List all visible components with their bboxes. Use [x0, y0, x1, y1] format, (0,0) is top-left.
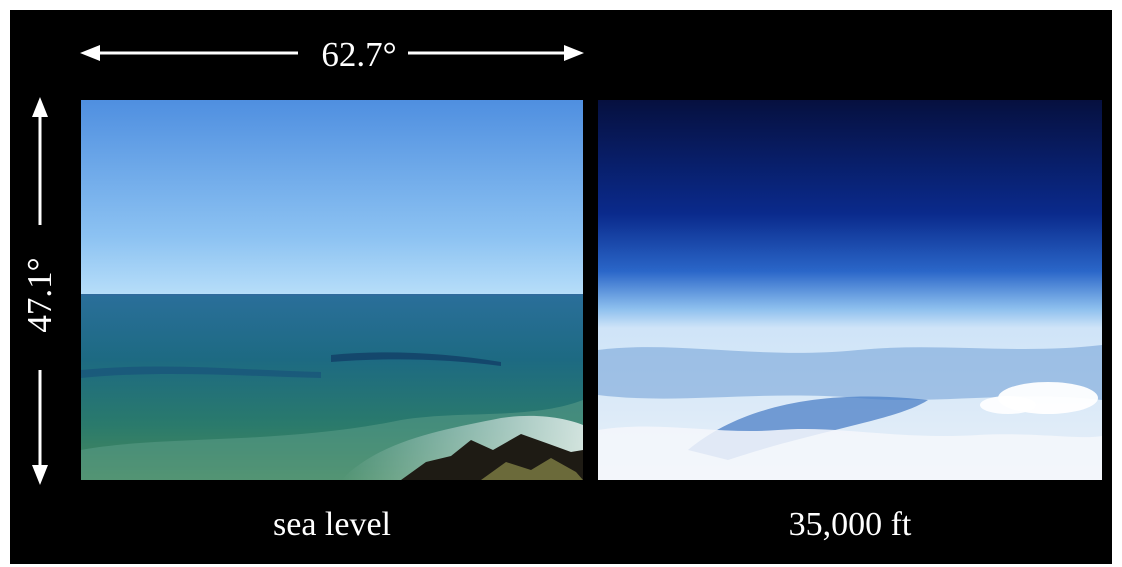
high-altitude-photo	[598, 100, 1102, 480]
altitude-caption: 35,000 ft	[788, 506, 912, 543]
sea-level-photo	[81, 100, 583, 480]
horizontal-double-arrow	[80, 45, 584, 61]
horizontal-angle-label: 62.7°	[321, 35, 397, 74]
vertical-double-arrow	[32, 97, 48, 485]
sea-level-caption: sea level	[273, 506, 391, 543]
vertical-angle-label: 47.1°	[20, 257, 59, 333]
